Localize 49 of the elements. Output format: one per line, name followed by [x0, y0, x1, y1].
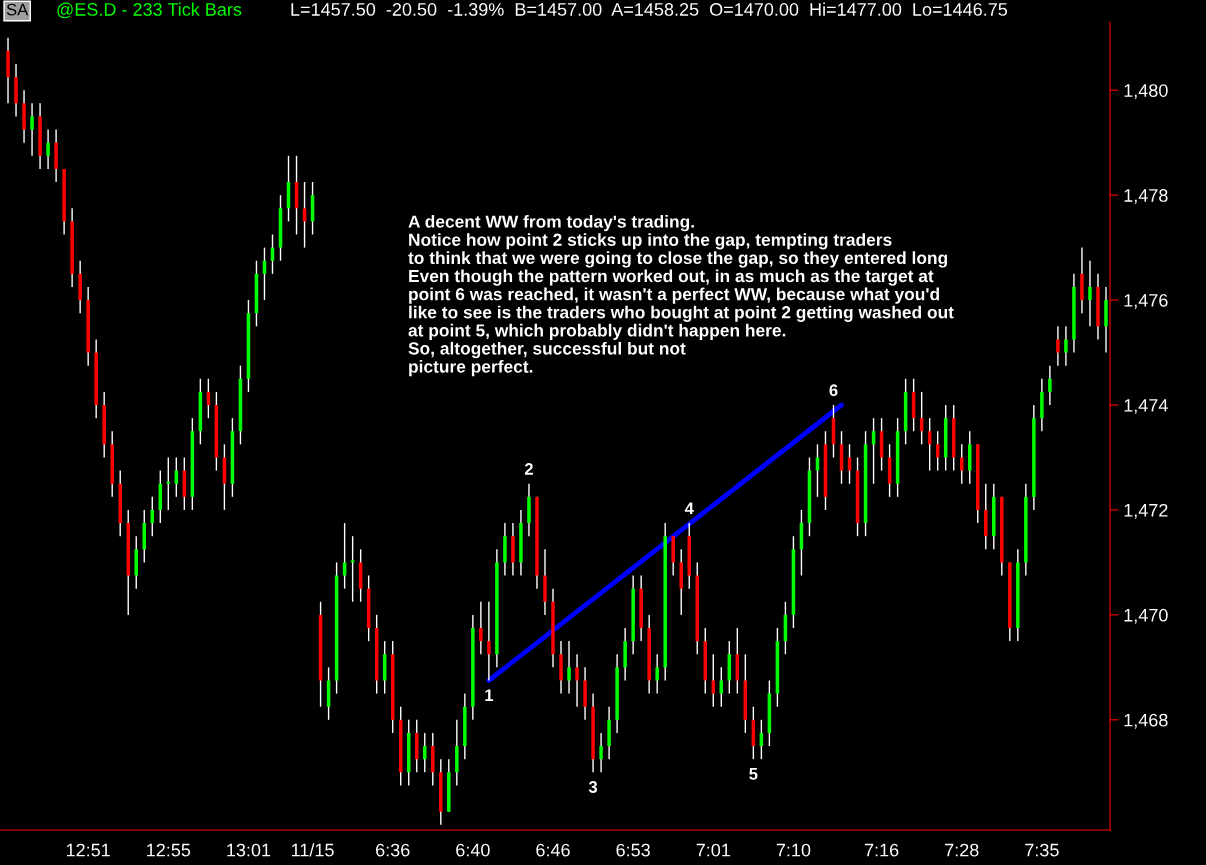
x-tick-label: 12:55 [147, 843, 191, 857]
candlestick [487, 601, 491, 682]
x-tick-label: 7:28 [945, 843, 979, 857]
chart-subtitle: L=1457.50 -20.50 -1.39% B=1457.00 A=1458.25 O=1470.00 Hi=1477.00 Lo=1446.75 [291, 2, 1008, 16]
text: 6 [829, 384, 838, 397]
y-tick-label: 1,474 [1124, 399, 1168, 414]
text: 5 [749, 768, 758, 780]
candlestick [1056, 325, 1060, 367]
y-tick-label: 1,478 [1124, 189, 1168, 204]
candlestick [655, 653, 659, 695]
candlestick [567, 640, 571, 695]
candlestick [30, 102, 34, 157]
candlestick [575, 653, 579, 708]
x-tick-label: 7:35 [1025, 843, 1059, 857]
x-tick-label: 6:46 [536, 843, 570, 857]
x-tick-label: 7:01 [696, 843, 730, 857]
text: SA [6, 3, 29, 16]
x-tick-label: 13:01 [227, 843, 271, 857]
y-tick-label: 1,472 [1124, 503, 1168, 519]
chart-title: @ES.D - 233 Tick Bars [57, 2, 242, 19]
candlestick [959, 443, 964, 485]
text: 1 [485, 689, 494, 701]
text: 4 [684, 502, 694, 515]
candlestick [479, 601, 483, 655]
x-tick-label: 6:36 [376, 843, 410, 857]
x-tick-label: 12:51 [66, 843, 110, 857]
candlestick [711, 653, 716, 708]
x-tick-label: 7:10 [776, 843, 811, 857]
x-tick-label: 6:40 [456, 843, 490, 857]
candlestick [847, 443, 852, 485]
candlestick [599, 732, 603, 773]
candlestick [342, 522, 347, 590]
y-tick-label: 1,480 [1124, 84, 1168, 100]
text: 2 [524, 463, 533, 475]
candlestick [815, 443, 820, 498]
candlestick [46, 128, 50, 170]
x-tick-label: 11/15 [292, 843, 334, 857]
text: 3 [588, 781, 598, 793]
candlestick [1064, 325, 1068, 367]
text: A decent WW from today's trading. Notice how point 2 sticks up into the gap, tempting traders to think that we were going to close the gap, so they entered long Even though the pattern worked out, in as much as the target at point 6 was reached, it wasn't a perfect WW, because what you'd like to see is the traders who bought at point 2 getting washed out at point 5, which probably didn't happen here. So, altogether, successful but not picture perfect. [408, 215, 954, 377]
y-tick-label: 1,470 [1124, 608, 1168, 624]
y-tick-label: 1,468 [1124, 713, 1168, 729]
candlestick [1048, 364, 1052, 406]
candlestick [1088, 260, 1092, 328]
y-tick-label: 1,476 [1124, 294, 1168, 309]
x-tick-label: 7:16 [864, 843, 899, 857]
x-tick-label: 6:53 [616, 843, 650, 857]
candlestick [719, 666, 724, 708]
candlestick [423, 732, 427, 773]
